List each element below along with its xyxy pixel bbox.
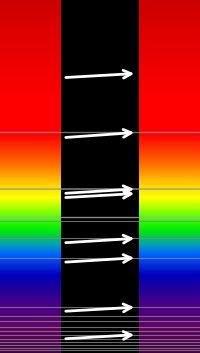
Bar (61, 0, 139, 353)
